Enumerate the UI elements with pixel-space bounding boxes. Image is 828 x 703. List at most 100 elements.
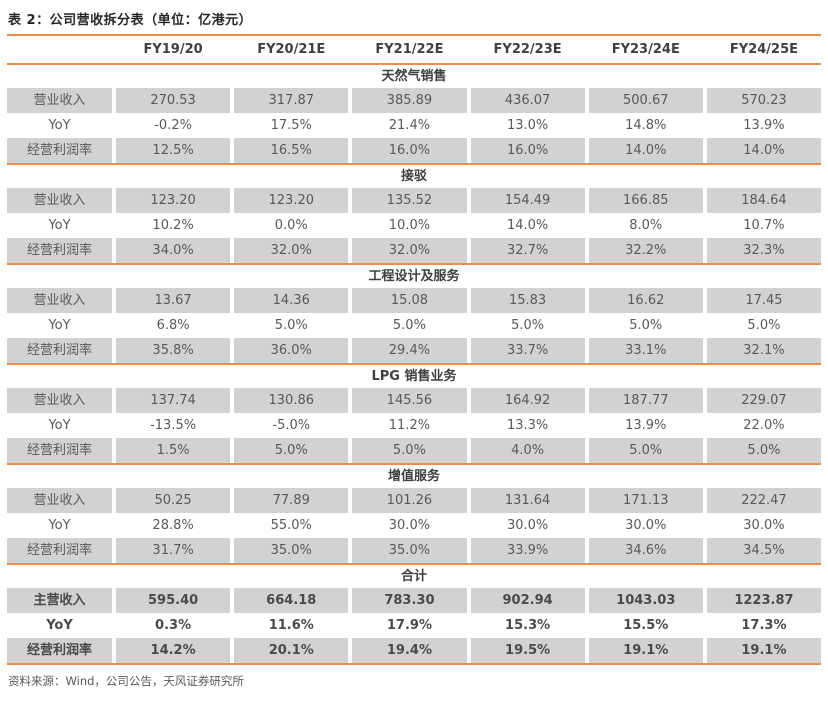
table-cell: 34.5% [706, 538, 822, 563]
table-row: 经营利润率 35.8% 36.0% 29.4% 33.7% 33.1% 32.1% [7, 338, 822, 363]
section-divider [7, 263, 821, 265]
table-cell: 5.0% [392, 318, 426, 333]
table-cell: 5.0% [511, 318, 545, 333]
table-row: YoY 28.8% 55.0% 30.0% 30.0% 30.0% 30.0% [7, 513, 821, 538]
table-cell: 30.0% [743, 518, 785, 533]
column-header: FY20/21E [257, 42, 326, 57]
table-row: 经营利润率 34.0% 32.0% 32.0% 32.7% 32.2% 32.3% [7, 238, 822, 263]
table-cell: 13.67 [116, 288, 231, 313]
table-row: YoY 10.2% 0.0% 10.0% 14.0% 8.0% 10.7% [7, 213, 821, 238]
section-divider [7, 563, 821, 565]
table-cell: 14.0% [588, 138, 703, 163]
table-cell: 10.7% [743, 218, 785, 233]
column-header: FY19/20 [143, 42, 203, 57]
table-row: YoY -13.5% -5.0% 11.2% 13.3% 13.9% 22.0% [7, 413, 821, 438]
table-cell: 595.40 [116, 588, 231, 613]
row-label: 经营利润率 [7, 238, 112, 263]
table-cell: 32.2% [588, 238, 703, 263]
table-row: 营业收入 50.25 77.89 101.26 131.64 171.13 222.47 [7, 488, 822, 513]
table-cell: 32.0% [234, 238, 349, 263]
column-header: FY24/25E [729, 42, 798, 57]
row-label: YoY [48, 118, 71, 133]
table-cell: 131.64 [470, 488, 585, 513]
table-cell: 5.0% [747, 318, 781, 333]
table-cell: 171.13 [588, 488, 703, 513]
table-cell: 1223.87 [706, 588, 822, 613]
table-cell: 55.0% [270, 518, 312, 533]
table-cell: 222.47 [706, 488, 822, 513]
table-cell: 35.0% [352, 538, 467, 563]
table-header-row: FY19/20 FY20/21E FY21/22E FY22/23E FY23/24E F… [7, 36, 821, 63]
table-cell: 15.08 [352, 288, 467, 313]
row-label: 经营利润率 [7, 438, 112, 463]
table-cell: 17.45 [706, 288, 822, 313]
table-cell: 22.0% [743, 418, 785, 433]
section-divider [7, 463, 821, 465]
table-cell: 11.2% [388, 418, 431, 433]
section-divider [7, 163, 821, 165]
table-cell: 10.2% [152, 218, 194, 233]
table-cell: 32.0% [352, 238, 467, 263]
header-divider [7, 63, 821, 65]
table-cell: 16.62 [588, 288, 703, 313]
section-title: 增值服务 [387, 469, 440, 484]
table-cell: -5.0% [272, 418, 311, 433]
table-row: YoY 0.3% 11.6% 17.9% 15.3% 15.5% 17.3% [7, 613, 821, 638]
table-cell: 17.5% [270, 118, 312, 133]
table-cell: 154.49 [470, 188, 585, 213]
table-cell: 5.0% [274, 318, 308, 333]
table-cell: 29.4% [352, 338, 467, 363]
table-cell: -13.5% [150, 418, 197, 433]
table-cell: 20.1% [234, 638, 349, 663]
table-cell: 14.8% [625, 118, 667, 133]
table-cell: 10.0% [388, 218, 431, 233]
table-cell: 32.7% [470, 238, 585, 263]
row-label: 营业收入 [7, 88, 112, 113]
table-cell: 1043.03 [588, 588, 703, 613]
table-cell: 385.89 [352, 88, 467, 113]
row-label: 经营利润率 [7, 138, 112, 163]
row-label: YoY [48, 218, 71, 233]
table-cell: 5.0% [588, 438, 703, 463]
table-cell: 8.0% [629, 218, 663, 233]
table-cell: 12.5% [116, 138, 231, 163]
table-title: 表 2：公司营收拆分表（单位：亿港元） [8, 13, 253, 28]
row-label: YoY [48, 518, 71, 533]
table-cell: 5.0% [234, 438, 349, 463]
row-label: 主营收入 [7, 588, 112, 613]
table-cell: 33.1% [588, 338, 703, 363]
table-cell: 14.0% [506, 218, 549, 233]
table-cell: 436.07 [470, 88, 585, 113]
table-cell: 164.92 [470, 388, 585, 413]
table-row: YoY 6.8% 5.0% 5.0% 5.0% 5.0% 5.0% [7, 313, 821, 338]
table-cell: 1.5% [116, 438, 231, 463]
table-cell: -0.2% [154, 118, 192, 133]
section-divider [7, 363, 821, 365]
table-cell: 34.0% [116, 238, 231, 263]
section-title: LPG 销售业务 [371, 369, 457, 384]
table-cell: 13.9% [625, 418, 667, 433]
section-title: 接驳 [400, 169, 427, 184]
row-label: 营业收入 [7, 188, 112, 213]
table-cell: 32.3% [706, 238, 822, 263]
table-cell: 14.0% [706, 138, 822, 163]
table-cell: 34.6% [588, 538, 703, 563]
table-cell: 17.9% [386, 618, 432, 633]
column-header: FY22/23E [493, 42, 562, 57]
row-label: 经营利润率 [7, 538, 112, 563]
row-label: YoY [46, 618, 73, 633]
row-label: 营业收入 [7, 388, 112, 413]
table-cell: 184.64 [706, 188, 822, 213]
table-cell: 500.67 [588, 88, 703, 113]
table-cell: 664.18 [234, 588, 349, 613]
table-cell: 33.7% [470, 338, 585, 363]
table-row: 营业收入 13.67 14.36 15.08 15.83 16.62 17.45 [7, 288, 822, 313]
table-cell: 137.74 [116, 388, 231, 413]
column-header: FY21/22E [375, 42, 444, 57]
row-label: YoY [48, 418, 71, 433]
table-row: 营业收入 137.74 130.86 145.56 164.92 187.77 229.07 [7, 388, 822, 413]
table-cell: 4.0% [470, 438, 585, 463]
table-row: 经营利润率 12.5% 16.5% 16.0% 16.0% 14.0% 14.0% [7, 138, 822, 163]
table-cell: 19.1% [706, 638, 822, 663]
table-cell: 19.1% [588, 638, 703, 663]
